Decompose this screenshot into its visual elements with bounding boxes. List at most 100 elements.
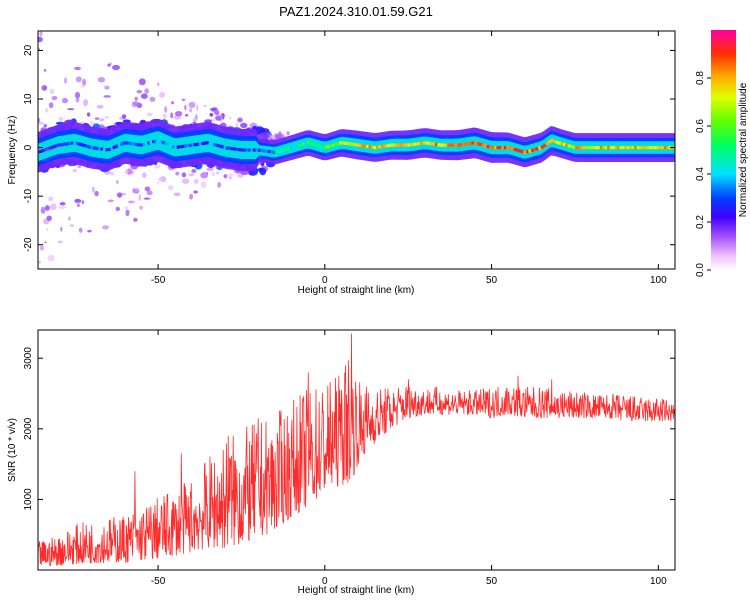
heatmap-ridge-cell [238, 148, 242, 152]
heatmap-ridge-cell [149, 140, 153, 144]
colorbar-tick-label: 0.2 [695, 215, 706, 229]
heatmap-speckle [140, 93, 148, 99]
heatmap-ridge-cell [260, 148, 264, 153]
heatmap-speckle [227, 173, 234, 177]
heatmap-speckle [200, 181, 207, 188]
heatmap-speckle [59, 202, 66, 206]
heatmap-ridge-cell [248, 148, 252, 152]
heatmap-ridge-cell [545, 142, 549, 146]
heatmap-ridge-cell [614, 146, 618, 150]
heatmap-speckle [81, 200, 85, 205]
heatmap-ridge-cell [147, 141, 151, 145]
heatmap-speckle [144, 186, 151, 192]
heatmap-ridge-cell [395, 143, 399, 147]
heatmap-ridge-cell [110, 146, 114, 150]
heatmap-ridge-cell [105, 148, 109, 152]
heatmap-ridge-cell [90, 146, 94, 150]
snr-series-line [38, 333, 675, 567]
heatmap-ridge-cell [346, 142, 350, 146]
heatmap-ridge-cell [476, 142, 480, 146]
heatmap-ridge-cell [444, 143, 448, 147]
heatmap-ridge-cell [589, 146, 594, 150]
heatmap-ridge-cell [629, 146, 633, 150]
heatmap-ridge-cell [489, 145, 493, 149]
heatmap-ridge-cell [410, 143, 414, 147]
heatmap-ridge-cell [39, 149, 43, 154]
heatmap-speckle [82, 78, 87, 86]
heatmap-ridge-cell [302, 142, 306, 146]
heatmap-speckle [46, 228, 49, 231]
heatmap-speckle [146, 190, 153, 196]
heatmap-speckle [143, 197, 151, 200]
heatmap-speckle [112, 64, 120, 71]
heatmap-speckle [237, 117, 243, 123]
heatmap-ridge-cell [557, 141, 562, 145]
heatmap-ridge-cell [577, 146, 581, 150]
heatmap-speckle [96, 104, 104, 109]
heatmap-ridge-cell [570, 145, 574, 149]
heatmap-ridge-cell [255, 148, 259, 152]
heatmap-speckle [157, 181, 160, 184]
heatmap-ridge-cell [491, 146, 495, 150]
heatmap-ridge-cell [179, 145, 183, 149]
heatmap-ridge-cell [427, 141, 431, 145]
heatmap-speckle [229, 176, 232, 180]
heatmap-ridge-cell [137, 143, 141, 147]
heatmap-ridge-cell [538, 146, 542, 150]
y-tick-label: 2000 [23, 417, 34, 440]
heatmap-ridge-cell [184, 144, 188, 148]
heatmap-speckle [191, 168, 196, 173]
heatmap-panel: -50 0 50 100 -20 -10 0 10 20 Height of straight… [7, 30, 676, 296]
heatmap-ridge-cell [663, 146, 667, 150]
heatmap-speckle [74, 66, 81, 71]
heatmap-ridge-cell [412, 142, 416, 146]
heatmap-speckle [58, 116, 64, 122]
heatmap-speckle [115, 206, 121, 212]
heatmap-speckle [72, 168, 78, 173]
heatmap-frame [37, 30, 676, 270]
heatmap-speckle [49, 102, 54, 109]
heatmap-ridge-cell [454, 143, 458, 147]
heatmap-ridge-cell [457, 143, 461, 147]
heatmap-ridge-cell [661, 146, 665, 150]
heatmap-speckle [146, 112, 153, 117]
heatmap-speckle [237, 173, 244, 178]
heatmap-ridge-cell [294, 144, 298, 148]
heatmap-ridge-cell [324, 145, 328, 149]
heatmap-ridge-cell [100, 147, 104, 151]
heatmap-ridge-cell [336, 142, 340, 146]
heatmap-ridge-cell [41, 149, 45, 153]
heatmap-ridge-cell [380, 144, 384, 149]
heatmap-ridge-cell [314, 143, 318, 147]
colorbar-tick-label: 0.4 [695, 167, 706, 181]
heatmap-ridge-cell [358, 143, 362, 147]
heatmap-speckle [193, 190, 198, 194]
x-tick-label: 50 [486, 275, 498, 286]
heatmap-ridge-cell [498, 146, 503, 150]
heatmap-ridge-cell [70, 141, 75, 145]
heatmap-ridge-cell [442, 143, 446, 147]
heatmap-ridge-cell [252, 148, 257, 152]
heatmap-speckle [221, 112, 225, 120]
heatmap-ridge-cell [139, 143, 143, 147]
heatmap-speckle [99, 118, 105, 122]
heatmap-speckle [170, 112, 174, 119]
heatmap-ridge-cell [501, 146, 505, 150]
heatmap-ridge-cell [530, 148, 535, 152]
heatmap-ridge-cell [434, 142, 439, 146]
heatmap-ridge-cell [142, 142, 146, 147]
heatmap-ridge-cell [363, 144, 367, 148]
heatmap-ridge-cell [206, 141, 210, 145]
heatmap-ridge-cell [265, 149, 269, 153]
heatmap-ridge-cell [53, 144, 57, 148]
heatmap-ridge-cell [506, 146, 510, 150]
heatmap-speckle [64, 77, 67, 84]
heatmap-ridge-cell [474, 141, 478, 145]
heatmap-speckle [39, 31, 43, 37]
heatmap-ridge-cell [550, 138, 554, 142]
heatmap-ridge-cell [666, 146, 670, 150]
heatmap-ridge-cell [594, 146, 598, 150]
heatmap-ridge-cell [270, 150, 274, 154]
heatmap-speckle [132, 188, 140, 194]
heatmap-speckle [185, 114, 189, 117]
